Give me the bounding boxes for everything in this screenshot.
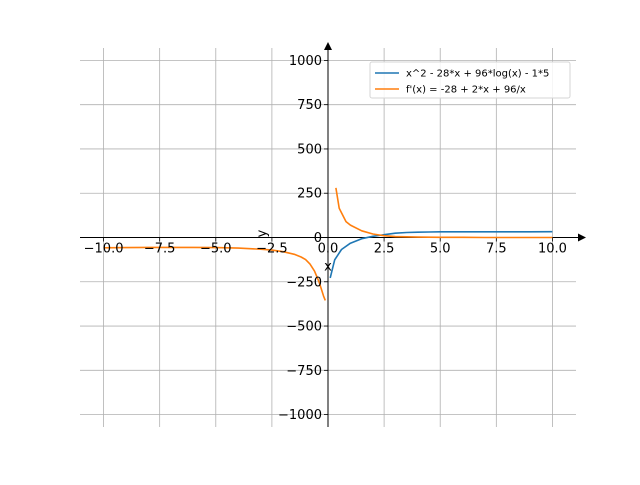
x-tick-label: 0.0 <box>318 242 339 257</box>
tick-labels: −10.0 −7.5 −5.0 −2.5 0.0 2.5 5.0 7.5 10.0 −1000 −7… <box>84 54 567 423</box>
x-axis-label: x <box>324 260 332 275</box>
x-tick-label: −7.5 <box>144 242 176 257</box>
series-line-2 <box>103 246 327 301</box>
y-axis-label: y <box>255 229 270 237</box>
legend-label-series-1: x^2 - 28*x + 96*log(x) - 1*5 <box>406 69 549 80</box>
x-tick-label: −10.0 <box>84 242 124 257</box>
x-tick-label: 10.0 <box>538 242 567 257</box>
x-axis-arrow <box>578 233 586 242</box>
legend: x^2 - 28*x + 96*log(x) - 1*5 f'(x) = -28… <box>369 61 571 99</box>
y-tick-label: −1000 <box>278 408 322 423</box>
legend-frame <box>369 61 571 99</box>
series-line-1 <box>329 230 553 279</box>
y-tick-label: 250 <box>297 187 322 202</box>
y-tick-label: −250 <box>286 275 322 290</box>
legend-label-series-2: f'(x) = -28 + 2*x + 96/x <box>406 85 526 96</box>
series-line-2 <box>335 187 553 239</box>
x-tick-label: 7.5 <box>486 242 507 257</box>
x-tick-label: −5.0 <box>200 242 232 257</box>
x-tick-label: 2.5 <box>374 242 395 257</box>
y-tick-label: 0 <box>314 231 322 246</box>
x-tick-label: −2.5 <box>256 242 288 257</box>
x-tick-label: 5.0 <box>430 242 451 257</box>
y-tick-label: 750 <box>297 98 322 113</box>
y-tick-label: 1000 <box>289 54 322 69</box>
y-tick-label: −750 <box>286 364 322 379</box>
y-tick-label: 500 <box>297 142 322 157</box>
y-tick-label: −500 <box>286 320 322 335</box>
series-layer <box>103 187 553 301</box>
y-axis-arrow <box>324 42 332 50</box>
